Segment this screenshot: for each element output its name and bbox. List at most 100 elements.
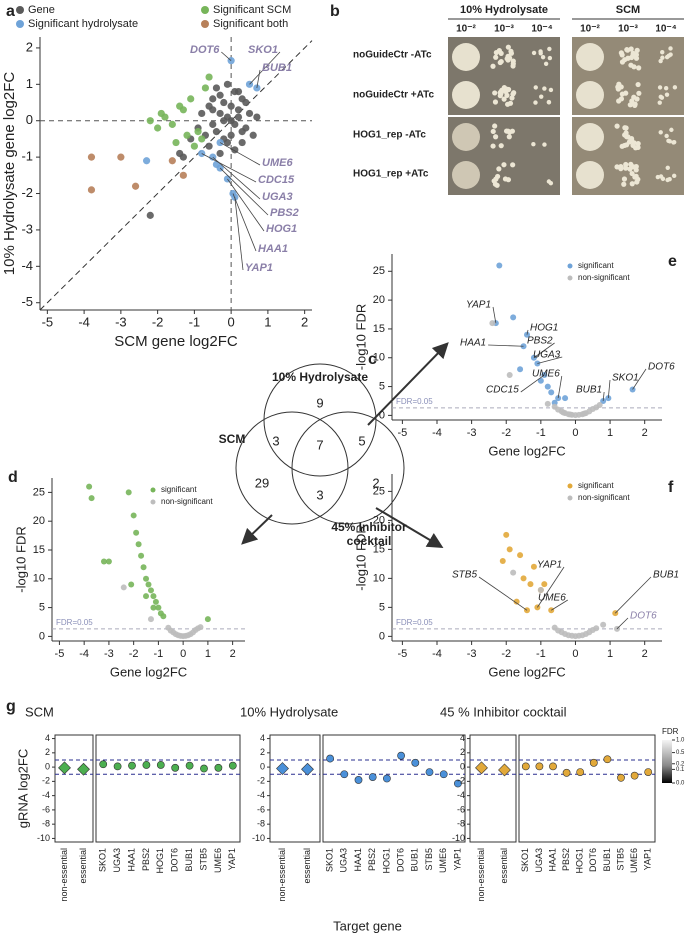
colony — [636, 90, 642, 96]
gene-median — [562, 768, 571, 777]
point-label: PBS2 — [270, 207, 299, 219]
x-tick-label: 1 — [607, 648, 613, 660]
point-label: PBS2 — [527, 336, 553, 347]
label-leader — [616, 617, 629, 630]
colony — [547, 46, 552, 52]
label-leader — [607, 379, 611, 399]
label-leader — [551, 599, 569, 611]
x-tick-label: -3 — [467, 427, 477, 439]
colony — [667, 177, 672, 182]
x-tick-label: -2 — [152, 314, 164, 329]
y-tick-label: 10 — [373, 572, 385, 584]
colony — [665, 165, 670, 171]
point — [100, 558, 107, 565]
gene-median — [397, 751, 405, 760]
x-tick-label: 2 — [230, 648, 236, 660]
x-tick-label: PBS2 — [141, 848, 151, 871]
point — [138, 552, 145, 559]
colony — [629, 181, 635, 187]
threshold-label: FDR=0.05 — [56, 618, 93, 627]
colony — [631, 64, 637, 70]
x-tick-label: UME6 — [438, 848, 448, 873]
x-axis-label: Gene log2FC — [488, 664, 565, 679]
legend-marker — [150, 499, 156, 505]
colony — [509, 128, 516, 134]
colony — [493, 54, 499, 60]
point — [249, 131, 257, 139]
point — [227, 131, 235, 139]
label-leader — [488, 344, 524, 347]
dilution-label: 10⁻⁴ — [531, 24, 552, 35]
x-tick-label: SKO1 — [324, 848, 334, 872]
gene-median — [200, 764, 208, 773]
label-leader — [533, 342, 555, 359]
colony — [621, 176, 628, 182]
x-tick-label: 1 — [607, 427, 613, 439]
colony — [547, 55, 553, 61]
venn-circle — [291, 411, 405, 525]
point — [209, 120, 217, 128]
point-label: UME6 — [538, 593, 566, 604]
colony — [492, 181, 499, 187]
colony — [624, 134, 630, 140]
y-tick-label: -6 — [42, 804, 50, 814]
point — [496, 262, 503, 269]
point — [183, 131, 191, 139]
point — [560, 409, 567, 416]
panel-frame — [322, 734, 466, 843]
x-tick-label: PBS2 — [561, 848, 571, 871]
colony — [635, 144, 641, 151]
point — [128, 581, 135, 588]
y-tick-label: 0 — [379, 630, 385, 642]
point-label: SKO1 — [248, 44, 278, 56]
point — [197, 624, 204, 631]
point — [179, 171, 187, 179]
y-tick-label: 0 — [379, 409, 385, 421]
point-label: BUB1 — [653, 570, 679, 581]
group-mean — [498, 763, 511, 777]
point — [172, 138, 180, 147]
x-axis-label: SCM gene log2FC — [114, 333, 238, 350]
point-label: HAA1 — [258, 243, 288, 255]
colony — [511, 90, 517, 96]
spot — [576, 123, 604, 151]
point — [234, 106, 243, 114]
colony — [636, 65, 642, 71]
point — [562, 395, 569, 402]
colony — [633, 55, 640, 61]
x-tick-label: HOG1 — [575, 848, 585, 874]
point — [510, 314, 517, 321]
point — [513, 598, 520, 605]
colony — [671, 140, 676, 145]
arrow — [367, 342, 449, 426]
legend-marker — [567, 495, 573, 501]
x-tick-label: 2 — [301, 314, 308, 329]
dilution-label: 10⁻² — [580, 24, 600, 35]
colony — [624, 47, 630, 53]
colony — [540, 54, 546, 60]
point — [87, 153, 96, 161]
y-tick-label: 15 — [373, 323, 385, 335]
y-tick-label: -10 — [452, 833, 465, 843]
point — [216, 149, 224, 158]
group-mean — [301, 762, 314, 776]
fdr-legend-title: FDR — [662, 727, 679, 736]
point — [168, 157, 176, 165]
x-tick-label: non-essential — [277, 848, 287, 902]
point — [245, 109, 254, 118]
point-label: STB5 — [452, 570, 477, 581]
point — [130, 512, 137, 519]
point — [204, 616, 211, 623]
legend-marker — [16, 6, 24, 14]
point — [530, 563, 537, 570]
gene-median — [214, 763, 223, 772]
spot — [452, 81, 480, 109]
colony — [510, 58, 516, 64]
x-tick-label: 2 — [642, 427, 648, 439]
x-tick-label: 0 — [180, 648, 186, 660]
point — [242, 98, 250, 107]
x-tick-label: DOT6 — [395, 848, 405, 872]
colony — [630, 164, 637, 170]
gene-median — [453, 779, 462, 788]
point — [205, 102, 213, 110]
